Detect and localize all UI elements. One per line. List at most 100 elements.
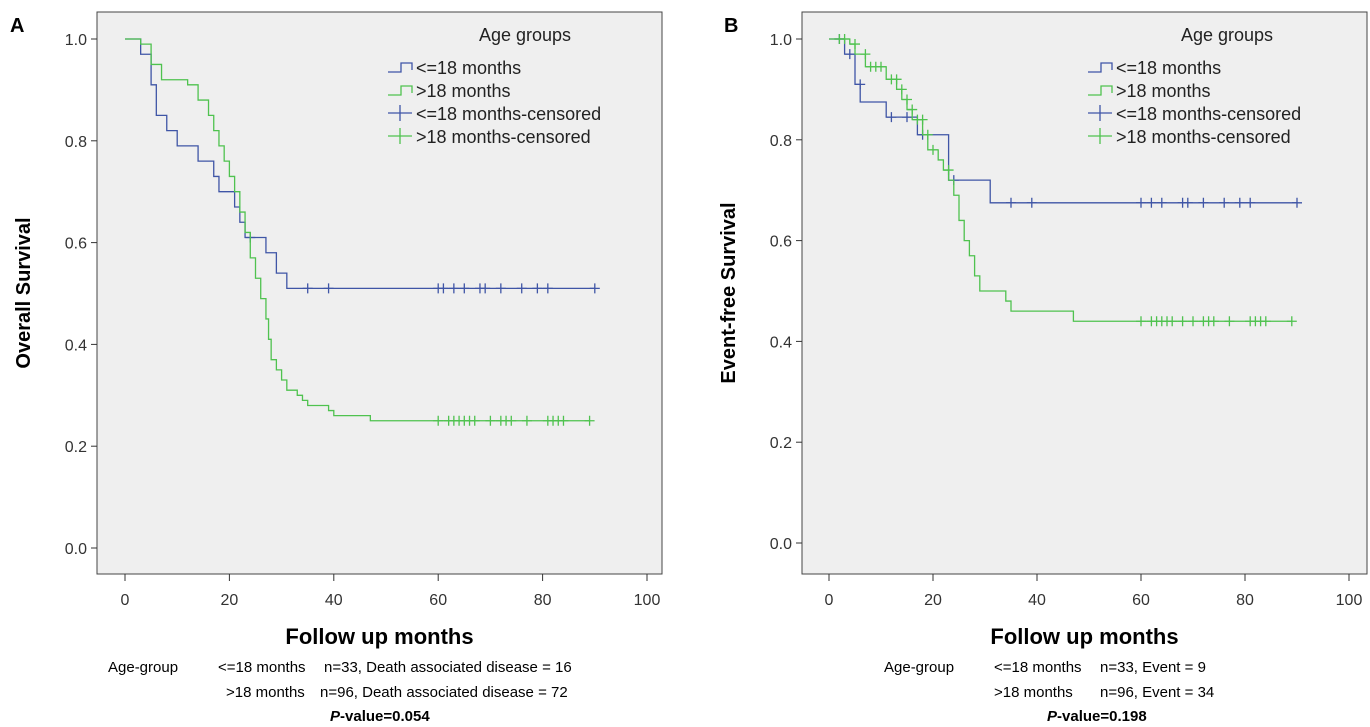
censor-mark-gt18 [1260,316,1271,327]
censor-mark-gt18 [1208,316,1219,327]
y-tick-label: 0.6 [65,236,87,253]
footer-row2-group: >18 months [226,684,305,701]
footer-group-label: Age-group [884,659,954,676]
censor-mark-gt18 [506,415,517,426]
event-free-survival-chart: B 0.0 0.2 0.4 0.6 0.8 1.0 0 20 40 60 80 100 Follow up… [718,11,1368,725]
footer-row2-group: >18 months [994,684,1073,701]
p-value-text: -value=0.054 [340,708,430,725]
censor-mark-gt18 [850,39,860,50]
censor-mark-le18 [532,283,543,294]
plot-area [801,11,1368,575]
censor-mark-le18 [448,283,459,294]
y-tick-label: 0.0 [65,541,87,558]
censor-mark-le18 [1136,197,1146,208]
legend-item-label: >18 months [1116,81,1211,101]
censor-mark-gt18 [584,415,595,426]
censor-mark-gt18 [433,415,444,426]
censor-mark-le18 [1026,197,1037,208]
x-tick-label: 40 [325,592,343,609]
censor-mark-le18 [438,283,449,294]
censor-mark-gt18 [1136,316,1146,327]
footer-row2-stats: n=96, Death associated disease = 72 [320,684,568,701]
footer-row1-stats: n=33, Event = 9 [1100,659,1206,676]
y-tick-label: 0.0 [770,536,792,553]
legend-item-label: <=18 months [1116,58,1221,78]
censor-mark-gt18 [558,415,569,426]
censor-mark-le18 [902,112,912,123]
y-tick-label: 0.2 [770,435,792,452]
censor-mark-le18 [302,283,313,294]
censor-mark-le18 [480,283,491,294]
panel-letter: B [724,15,738,37]
footer-group-label: Age-group [108,659,178,676]
censor-mark-le18 [886,112,897,123]
x-tick-label: 60 [1132,592,1150,609]
censor-mark-gt18 [922,129,933,140]
plot-area [96,11,663,575]
panel-a-overall-survival: A 0.0 0.2 0.4 0.6 0.8 1.0 0 20 40 60 80 100 Follow up… [10,11,663,725]
censor-mark-gt18 [469,415,480,426]
censor-mark-le18 [495,283,506,294]
x-tick-label: 80 [534,592,552,609]
x-tick-label: 20 [924,592,942,609]
censor-mark-le18 [459,283,470,294]
censor-mark-gt18 [902,94,912,105]
x-axis-title: Follow up months [990,624,1178,649]
y-tick-label: 1.0 [65,32,87,49]
censor-mark-gt18 [1167,316,1178,327]
legend-swatch-censor [388,105,412,121]
x-tick-label: 60 [429,592,447,609]
y-axis-title: Event-free Survival [718,202,740,383]
p-italic: P [330,708,341,725]
censor-mark-le18 [589,283,600,294]
legend-swatch-step [388,62,413,73]
censor-mark-le18 [1146,197,1157,208]
chart-group: B 0.0 0.2 0.4 0.6 0.8 1.0 0 20 40 60 80 100 Follow up… [718,11,1368,725]
censor-mark-gt18 [1286,316,1297,327]
censor-mark-le18 [1006,197,1016,208]
censor-mark-le18 [1234,197,1245,208]
legend-title: Age groups [479,25,571,45]
legend-item-label: >18 months-censored [1116,127,1291,147]
x-tick-label: 80 [1236,592,1254,609]
censor-mark-gt18 [896,84,907,95]
survival-curve-le18 [125,38,595,290]
legend-swatch-step [1088,62,1113,73]
censor-mark-gt18 [521,415,532,426]
panel-letter: A [10,15,24,37]
x-tick-label: 100 [1336,592,1363,609]
y-tick-label: 0.4 [770,334,792,351]
x-tick-label: 0 [121,592,130,609]
x-tick-label: 40 [1028,592,1046,609]
censor-mark-le18 [1219,197,1230,208]
overall-survival-chart: A 0.0 0.2 0.4 0.6 0.8 1.0 0 20 40 60 80 100 Follow up… [10,11,663,725]
legend-swatch-step [388,85,413,96]
censor-mark-gt18 [1177,316,1188,327]
x-axis-title: Follow up months [285,624,473,649]
legend-swatch-censor [1088,105,1112,121]
x-tick-label: 100 [634,592,661,609]
censor-mark-gt18 [917,114,928,125]
censor-mark-le18 [855,79,866,90]
censor-mark-le18 [1182,197,1193,208]
censor-mark-le18 [542,283,553,294]
censor-mark-le18 [844,49,855,60]
censor-mark-gt18 [907,104,918,115]
censor-mark-le18 [1156,197,1167,208]
censor-mark-gt18 [928,144,938,155]
legend-item-label: >18 months [416,81,511,101]
censor-mark-le18 [1245,197,1256,208]
p-italic: P [1047,708,1058,725]
legend-swatch-step [1088,85,1113,96]
x-tick-label: 0 [825,592,834,609]
y-tick-label: 1.0 [770,32,792,49]
panel-b-event-free-survival: B 0.0 0.2 0.4 0.6 0.8 1.0 0 20 40 60 80 100 Follow up… [685,0,1370,727]
legend-swatch-censor [388,128,412,144]
footer-p-value: P-value=0.054 [330,708,430,725]
chart-group: A 0.0 0.2 0.4 0.6 0.8 1.0 0 20 40 60 80 100 Follow up… [10,11,663,725]
survival-curve-gt18 [125,38,590,422]
censor-mark-gt18 [1188,316,1198,327]
censor-mark-gt18 [1224,316,1235,327]
censor-mark-le18 [1198,197,1209,208]
censor-mark-gt18 [485,415,496,426]
